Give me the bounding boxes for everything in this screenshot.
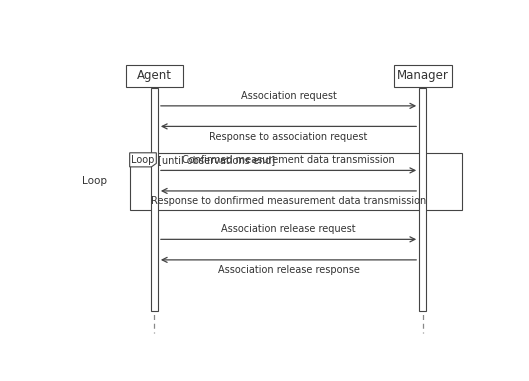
Text: [until observations end]: [until observations end] xyxy=(158,155,276,165)
Bar xyxy=(419,88,426,311)
Bar xyxy=(151,88,158,311)
Bar xyxy=(394,65,452,87)
Text: Association release request: Association release request xyxy=(221,224,356,234)
Text: Response to association request: Response to association request xyxy=(209,132,368,142)
Text: Loop: Loop xyxy=(83,176,107,186)
Polygon shape xyxy=(130,153,157,167)
Text: Association release response: Association release response xyxy=(217,265,360,275)
Bar xyxy=(125,65,183,87)
Text: Association request: Association request xyxy=(241,91,336,101)
Text: Response to donfirmed measurement data transmission: Response to donfirmed measurement data t… xyxy=(151,196,426,206)
Text: Manager: Manager xyxy=(397,69,449,82)
Text: Loop: Loop xyxy=(131,155,154,165)
Bar xyxy=(130,153,462,210)
Text: Confirmed measurement data transmission: Confirmed measurement data transmission xyxy=(182,155,395,165)
Text: Agent: Agent xyxy=(137,69,172,82)
